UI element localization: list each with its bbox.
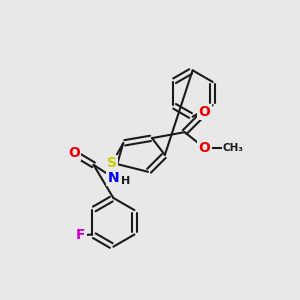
Text: S: S xyxy=(107,156,117,170)
Text: H: H xyxy=(121,176,130,186)
Text: F: F xyxy=(76,228,86,242)
Text: CH₃: CH₃ xyxy=(223,143,244,153)
Text: O: O xyxy=(68,146,80,160)
Text: O: O xyxy=(199,105,210,119)
Text: O: O xyxy=(199,141,210,155)
Text: N: N xyxy=(107,171,119,185)
